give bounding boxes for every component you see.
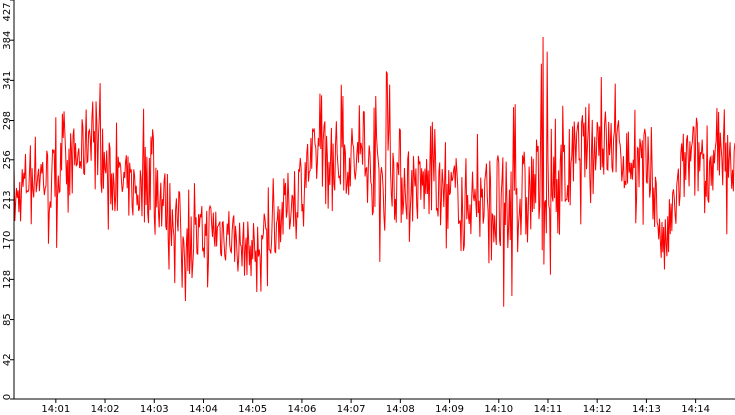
x-tick-label: 14:08	[386, 404, 415, 415]
series-layer	[13, 37, 735, 307]
x-tick-label: 14:14	[681, 404, 710, 415]
y-tick-label: 427	[2, 2, 13, 21]
x-tick-label: 14:02	[91, 404, 120, 415]
x-tick-label: 14:10	[484, 404, 513, 415]
x-tick-label: 14:11	[534, 404, 563, 415]
x-tick-label: 14:04	[189, 404, 218, 415]
y-tick-label: 85	[2, 313, 13, 326]
series-line	[13, 37, 735, 307]
y-tick-label: 213	[2, 190, 13, 209]
x-tick-label: 14:05	[238, 404, 267, 415]
y-tick-label: 170	[2, 231, 13, 250]
y-tick-label: 256	[2, 150, 13, 169]
x-tick-label: 14:09	[435, 404, 464, 415]
x-tick-label: 14:12	[583, 404, 612, 415]
y-tick-label: 298	[2, 111, 13, 130]
y-tick-label: 128	[2, 270, 13, 289]
x-tick-label: 14:01	[41, 404, 70, 415]
x-tick-label: 14:07	[337, 404, 366, 415]
y-tick-label: 341	[2, 71, 13, 90]
y-tick-label: 384	[2, 31, 13, 50]
x-tick-label: 14:13	[632, 404, 661, 415]
x-tick-label: 14:03	[140, 404, 169, 415]
y-tick-label: 42	[2, 353, 13, 366]
x-tick-label: 14:06	[287, 404, 316, 415]
y-tick-label: 0	[2, 394, 13, 400]
